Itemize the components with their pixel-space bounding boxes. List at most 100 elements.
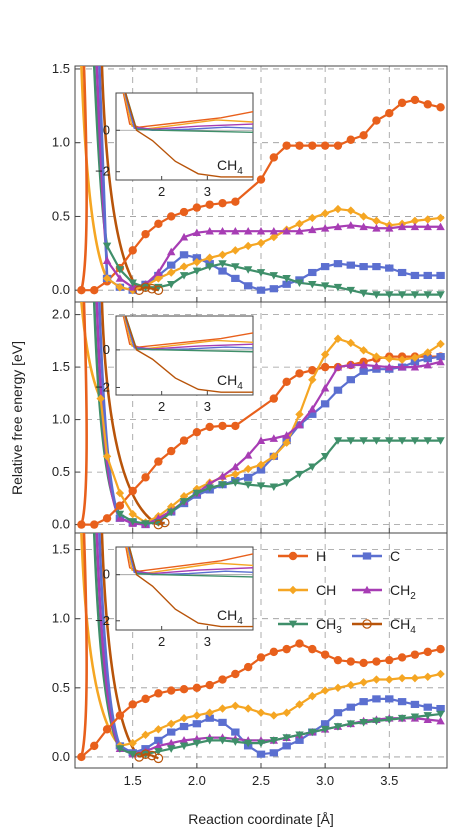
data-point-h xyxy=(218,198,227,208)
data-point-ch3 xyxy=(115,266,125,274)
data-point-h xyxy=(179,436,189,445)
inset-curve-c xyxy=(127,547,253,576)
data-point-ch xyxy=(269,232,279,242)
data-point-h xyxy=(154,219,163,229)
data-point-h xyxy=(179,685,189,694)
legend-item-c: C xyxy=(352,548,400,564)
data-point-ch2 xyxy=(167,247,176,256)
series-line-h xyxy=(81,98,441,292)
data-point-h xyxy=(231,669,240,679)
data-point-c xyxy=(423,703,432,711)
data-point-ch2 xyxy=(154,268,163,276)
legend-marker xyxy=(288,585,298,595)
legend-label-main: CH xyxy=(390,582,410,598)
data-point-ch3 xyxy=(333,283,343,292)
repulsive-wall-c xyxy=(98,533,122,747)
repulsive-wall-ch4 xyxy=(100,302,159,526)
data-point-ch xyxy=(295,410,304,419)
data-point-h xyxy=(154,457,163,466)
data-point-ch3 xyxy=(423,712,432,720)
data-point-ch2 xyxy=(359,360,368,369)
data-point-ch2 xyxy=(333,362,343,371)
legend-label-sub: 3 xyxy=(336,625,342,636)
data-point-h xyxy=(205,200,214,209)
inset-curve-ch xyxy=(123,316,253,350)
legend-label: C xyxy=(390,548,400,564)
data-point-ch2 xyxy=(295,420,304,429)
data-point-ch xyxy=(423,672,432,681)
inset-curve-c xyxy=(124,93,253,131)
data-point-c xyxy=(333,709,343,717)
data-point-c xyxy=(320,263,330,271)
data-point-ch2 xyxy=(243,451,253,459)
data-point-h xyxy=(128,486,137,496)
data-point-c xyxy=(243,282,253,290)
data-point-h xyxy=(90,520,99,529)
data-point-ch3 xyxy=(243,266,253,274)
data-point-ch3 xyxy=(115,510,125,519)
data-point-ch4 xyxy=(153,753,164,764)
data-point-c xyxy=(372,695,381,703)
data-point-ch xyxy=(410,216,420,226)
data-point-h xyxy=(372,657,381,666)
data-point-ch3 xyxy=(397,714,407,723)
inset-curve-ch xyxy=(123,93,253,130)
data-point-ch2 xyxy=(218,472,227,480)
data-point-c xyxy=(385,264,394,272)
series-line-ch4 xyxy=(138,286,159,292)
data-point-ch xyxy=(423,215,432,224)
data-point-c xyxy=(179,251,189,259)
data-point-ch xyxy=(359,678,368,687)
data-point-c xyxy=(397,268,407,277)
data-point-h xyxy=(333,141,343,150)
data-point-ch xyxy=(359,346,368,355)
data-point-h xyxy=(231,421,240,431)
inset-curve-ch xyxy=(126,547,253,575)
data-point-ch3 xyxy=(231,263,240,271)
data-point-ch2 xyxy=(320,383,330,392)
data-point-ch xyxy=(128,509,137,519)
data-point-h xyxy=(115,501,125,510)
data-point-h xyxy=(243,662,253,672)
data-point-ch3 xyxy=(269,736,279,745)
inset-label-main: CH xyxy=(217,157,237,173)
data-point-ch xyxy=(192,711,202,720)
data-point-ch xyxy=(372,216,381,226)
data-point-ch3 xyxy=(205,263,214,271)
data-point-h xyxy=(128,246,137,255)
data-point-ch2 xyxy=(436,716,445,725)
data-point-ch xyxy=(269,711,279,720)
data-point-ch2 xyxy=(231,462,240,471)
data-point-ch3 xyxy=(308,463,317,472)
data-point-ch3 xyxy=(308,728,317,737)
data-point-h xyxy=(308,644,317,654)
data-point-ch3 xyxy=(231,738,240,746)
data-point-h xyxy=(346,135,355,144)
y-tick-label: 0.0 xyxy=(52,749,70,764)
data-point-c xyxy=(218,718,227,726)
data-point-ch3 xyxy=(102,242,112,251)
data-point-h xyxy=(423,647,432,657)
data-point-c xyxy=(231,274,240,282)
data-point-ch xyxy=(397,673,407,683)
data-point-h xyxy=(308,366,317,375)
data-point-ch3 xyxy=(192,739,202,748)
x-tick-label: 2.0 xyxy=(188,773,206,788)
data-point-h xyxy=(205,680,214,690)
inset-label: CH4 xyxy=(217,607,243,627)
data-point-ch4 xyxy=(147,283,157,294)
data-point-ch2 xyxy=(346,360,355,369)
inset-curves xyxy=(122,93,253,178)
data-point-h xyxy=(320,650,330,659)
data-point-ch3 xyxy=(128,518,137,526)
data-point-h xyxy=(167,686,176,695)
data-point-ch3 xyxy=(282,734,291,742)
data-point-h xyxy=(397,98,407,108)
data-point-c xyxy=(269,285,279,293)
inset-x-tick-label: 2 xyxy=(158,399,165,414)
legend-label: CH4 xyxy=(390,616,416,636)
data-point-ch xyxy=(231,470,240,479)
data-point-h xyxy=(218,675,227,684)
legend-label-main: C xyxy=(390,548,400,564)
data-point-ch2 xyxy=(256,227,266,235)
